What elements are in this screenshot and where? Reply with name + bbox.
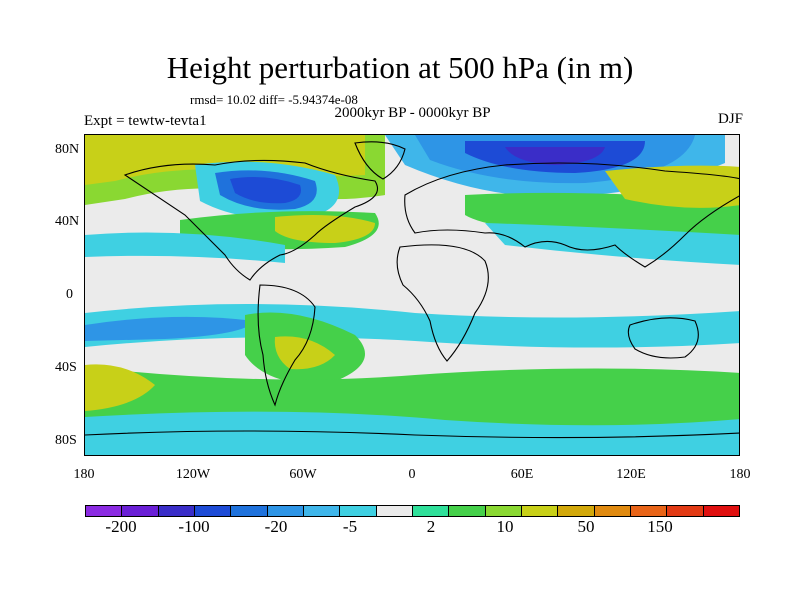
- contour-south-low-core: [85, 316, 255, 341]
- colorbar-swatch: [340, 506, 377, 516]
- lon-label-0: 0: [408, 467, 416, 482]
- colorbar-swatch: [303, 506, 341, 516]
- colorbar-swatch: [158, 506, 195, 516]
- colorbar-label: -5: [342, 517, 358, 536]
- lat-label-40s: 40S: [55, 360, 77, 375]
- contour-atlantic-core: [275, 215, 375, 243]
- colorbar-label: 150: [647, 517, 673, 536]
- colorbar-swatch: [122, 506, 159, 516]
- colorbar-swatch: [594, 506, 631, 516]
- contour-tropic-band-n: [85, 232, 285, 263]
- contour-sw-high: [85, 364, 155, 411]
- coastlines: [85, 141, 739, 439]
- lon-label-60e: 60E: [510, 467, 534, 482]
- colorbar-label: -20: [264, 517, 288, 536]
- map-panel: [84, 134, 740, 456]
- contour-tropic-band-asia: [485, 223, 739, 265]
- chart-title: Height perturbation at 500 hPa (in m): [166, 50, 634, 85]
- season-label: DJF: [717, 111, 743, 127]
- colorbar-swatch: [194, 506, 232, 516]
- coast-south-america: [257, 284, 316, 407]
- lon-label-180w: 180: [73, 467, 95, 482]
- colorbar-swatch: [376, 506, 413, 516]
- lon-label-60w: 60W: [289, 467, 317, 482]
- colorbar-swatch: [667, 506, 704, 516]
- colorbar-swatch: [558, 506, 595, 516]
- period-label: 2000kyr BP - 0000kyr BP: [334, 105, 491, 121]
- colorbar-swatch: [449, 506, 486, 516]
- lon-label-120w: 120W: [175, 467, 211, 482]
- coast-greenland: [354, 141, 406, 180]
- coast-north-america: [123, 159, 379, 281]
- height-perturbation-map: [85, 135, 739, 455]
- colorbar-swatch: [267, 506, 304, 516]
- colorbar-swatch: [703, 506, 739, 516]
- colorbar: [85, 505, 740, 517]
- colorbar-label: -200: [105, 517, 137, 536]
- coast-antarctica: [85, 430, 739, 439]
- stats-line: rmsd= 10.02 diff= -5.94374e-08: [190, 92, 358, 107]
- contour-siberia-center: [505, 147, 605, 165]
- contour-canada-core: [230, 177, 301, 204]
- experiment-label: Expt = tewtw-tevta1: [84, 113, 207, 129]
- lon-label-120e: 120E: [616, 467, 646, 482]
- colorbar-label: 2: [426, 517, 436, 536]
- contour-sa-high-core: [274, 336, 335, 370]
- colorbar-swatch: [630, 506, 668, 516]
- colorbar-swatch: [521, 506, 559, 516]
- colorbar-label: 10: [496, 517, 514, 536]
- colorbar-swatch: [485, 506, 522, 516]
- contour-asia-yellow: [605, 165, 739, 208]
- coast-australia: [627, 317, 699, 359]
- colorbar-swatch: [231, 506, 268, 516]
- lat-label-40n: 40N: [55, 214, 80, 229]
- colorbar-swatch: [412, 506, 450, 516]
- coast-eurasia: [404, 162, 739, 268]
- colorbar-swatch: [86, 506, 123, 516]
- colorbar-label: -100: [178, 517, 210, 536]
- contour-southern-ocean-blue: [85, 411, 739, 455]
- lat-label-0: 0: [66, 287, 73, 302]
- lat-label-80s: 80S: [55, 433, 77, 448]
- lat-label-80n: 80N: [55, 142, 80, 157]
- lon-label-180e: 180: [729, 467, 751, 482]
- colorbar-label: 50: [577, 517, 595, 536]
- coast-africa: [396, 244, 489, 362]
